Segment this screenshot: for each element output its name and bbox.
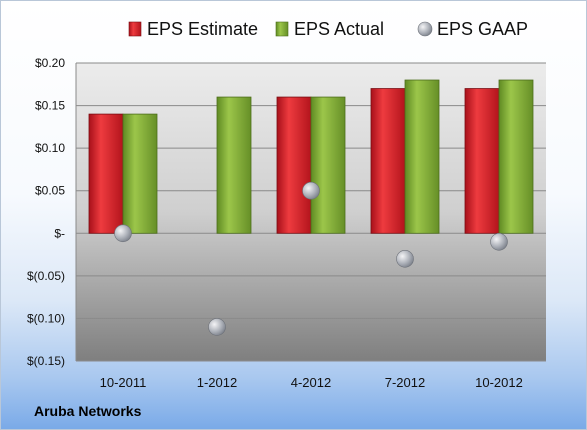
eps-gaap-point — [396, 250, 414, 268]
eps-estimate-bar — [88, 113, 124, 234]
eps-estimate-bar — [370, 88, 406, 234]
legend-swatch — [128, 21, 142, 37]
legend-swatch — [275, 21, 289, 37]
y-tick-label: $- — [54, 226, 65, 240]
legend-gaap-marker — [417, 21, 433, 37]
x-tick-label: 10-2012 — [475, 375, 523, 390]
y-tick-label: $(0.15) — [27, 354, 65, 368]
gaap-points — [114, 181, 508, 336]
y-tick-label: $0.10 — [35, 141, 65, 155]
eps-actual-bar — [498, 79, 534, 234]
eps-estimate-bar — [464, 88, 500, 234]
x-tick-label: 10-2011 — [100, 375, 147, 390]
eps-actual-bar — [122, 113, 158, 234]
eps-actual-bar — [216, 96, 252, 234]
y-tick-label: $0.05 — [35, 184, 65, 198]
bars — [88, 79, 534, 234]
x-tick-label: 4-2012 — [291, 375, 331, 390]
legend-label: EPS Actual — [294, 19, 384, 39]
y-tick-labels: $0.20 $0.15 $0.10 $0.05 $- $(0.05) $(0.10) $(0.… — [27, 56, 65, 368]
eps-gaap-point — [208, 318, 226, 336]
eps-estimate-bar — [276, 96, 312, 234]
eps-actual-bar — [404, 79, 440, 234]
legend-label: EPS Estimate — [147, 19, 258, 39]
eps-gaap-point — [490, 233, 508, 251]
company-name: Aruba Networks — [34, 403, 142, 419]
legend: EPS Estimate EPS Actual EPS GAAP — [128, 19, 528, 39]
eps-actual-bar — [310, 96, 346, 234]
y-tick-label: $0.20 — [35, 56, 65, 70]
eps-gaap-point — [114, 224, 132, 243]
y-tick-label: $(0.05) — [27, 269, 65, 283]
x-tick-label: 7-2012 — [385, 375, 425, 390]
y-tick-label: $0.15 — [35, 99, 65, 113]
legend-label: EPS GAAP — [437, 19, 528, 39]
eps-gaap-point — [302, 181, 320, 200]
x-tick-labels: 10-2011 1-2012 4-2012 7-2012 10-2012 — [100, 375, 523, 390]
x-tick-label: 1-2012 — [197, 375, 237, 390]
y-tick-label: $(0.10) — [27, 311, 65, 325]
